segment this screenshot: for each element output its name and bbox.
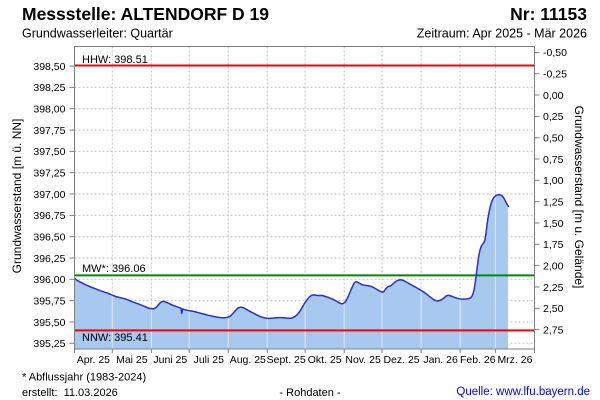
svg-text:Okt. 25: Okt. 25 [308,354,342,366]
svg-text:397,25: 397,25 [33,168,65,180]
svg-text:Jan. 26: Jan. 26 [423,354,458,366]
svg-text:Nov. 25: Nov. 25 [345,354,381,366]
svg-text:397,00: 397,00 [33,189,65,201]
svg-text:Dez. 25: Dez. 25 [383,354,419,366]
svg-text:1,75: 1,75 [543,239,564,251]
svg-text:Grundwasserstand [m u. Gelände: Grundwasserstand [m u. Gelände] [572,106,586,289]
svg-text:MW*: 396.06: MW*: 396.06 [82,263,146,275]
svg-text:398,25: 398,25 [33,82,65,94]
svg-text:Mai 25: Mai 25 [116,354,148,366]
svg-text:Grundwasserstand [m ü. NN]: Grundwasserstand [m ü. NN] [10,119,24,274]
svg-text:HHW: 398.51: HHW: 398.51 [82,54,148,66]
svg-text:Apr. 25: Apr. 25 [77,354,110,366]
svg-text:395,50: 395,50 [33,317,65,329]
svg-text:Quelle: www.lfu.bayern.de: Quelle: www.lfu.bayern.de [456,386,590,398]
svg-text:1,00: 1,00 [543,175,564,187]
svg-text:Aug. 25: Aug. 25 [230,354,266,366]
svg-text:Zeitraum: Apr 2025 - Mär 2026: Zeitraum: Apr 2025 - Mär 2026 [417,27,587,41]
svg-text:Mrz. 26: Mrz. 26 [497,354,532,366]
svg-text:Messstelle: ALTENDORF D 19: Messstelle: ALTENDORF D 19 [22,4,269,24]
svg-text:397,50: 397,50 [33,146,65,158]
svg-text:398,00: 398,00 [33,104,65,116]
svg-text:2,75: 2,75 [543,324,564,336]
svg-text:Juli 25: Juli 25 [194,354,225,366]
svg-text:396,50: 396,50 [33,232,65,244]
svg-text:395,75: 395,75 [33,295,65,307]
svg-text:-0,50: -0,50 [543,47,567,59]
svg-text:Juni 25: Juni 25 [153,354,187,366]
svg-text:396,00: 396,00 [33,274,65,286]
svg-text:395,25: 395,25 [33,338,65,350]
svg-text:1,50: 1,50 [543,218,564,230]
svg-text:Feb. 26: Feb. 26 [460,354,496,366]
svg-text:0,75: 0,75 [543,154,564,166]
svg-text:- Rohdaten -: - Rohdaten - [279,387,340,399]
svg-text:0,50: 0,50 [543,133,564,145]
svg-text:1,25: 1,25 [543,197,564,209]
svg-text:-0,25: -0,25 [543,69,567,81]
svg-text:Sept. 25: Sept. 25 [267,354,306,366]
svg-text:Nr: 11153: Nr: 11153 [510,4,587,24]
svg-text:NNW: 395.41: NNW: 395.41 [82,332,148,344]
svg-text:erstellt: 11.03.2026: erstellt: 11.03.2026 [22,387,118,399]
svg-text:396,75: 396,75 [33,210,65,222]
svg-text:397,75: 397,75 [33,125,65,137]
svg-text:Grundwasserleiter: Quartär: Grundwasserleiter: Quartär [22,27,173,41]
svg-text:2,50: 2,50 [543,303,564,315]
svg-text:0,00: 0,00 [543,90,564,102]
svg-text:* Abflussjahr (1983-2024): * Abflussjahr (1983-2024) [22,372,146,384]
svg-text:2,25: 2,25 [543,282,564,294]
svg-text:398,50: 398,50 [33,61,65,73]
svg-text:2,00: 2,00 [543,260,564,272]
svg-text:396,25: 396,25 [33,253,65,265]
svg-text:0,25: 0,25 [543,111,564,123]
